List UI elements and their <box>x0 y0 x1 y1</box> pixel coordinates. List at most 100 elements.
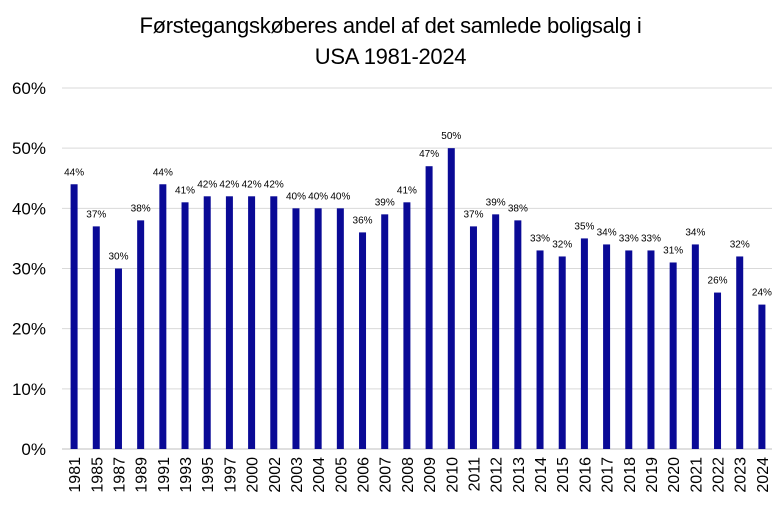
bar <box>669 262 677 449</box>
y-tick-label: 40% <box>12 199 46 218</box>
data-label: 42% <box>219 179 239 190</box>
data-label: 38% <box>508 203 528 214</box>
bar <box>714 292 722 449</box>
chart-title: Førstegangskøberes andel af det samlede … <box>0 10 781 72</box>
x-tick-label: 2010 <box>444 457 461 493</box>
bar <box>536 250 544 449</box>
data-label: 30% <box>108 252 128 263</box>
x-axis-labels: 1981 1985 1987 1989 1991 1993 1995 1997 2000 2002… <box>67 457 772 493</box>
x-tick-label: 2019 <box>644 457 661 493</box>
bar <box>92 226 100 449</box>
data-label: 41% <box>397 185 417 196</box>
data-label: 38% <box>131 203 151 214</box>
x-tick-label: 2008 <box>400 457 417 493</box>
data-label: 31% <box>663 245 683 256</box>
data-label: 37% <box>86 209 106 220</box>
x-tick-label: 1985 <box>89 457 106 493</box>
data-label: 44% <box>64 167 84 178</box>
y-tick-label: 0% <box>21 440 46 459</box>
bar <box>336 208 344 449</box>
bar <box>248 196 256 449</box>
x-tick-label: 1997 <box>222 457 239 493</box>
x-tick-label: 2005 <box>333 457 350 493</box>
y-axis-ticks: 0% 10% 20% 30% 40% 50% 60% <box>12 79 46 459</box>
bar <box>625 250 633 449</box>
data-label: 39% <box>375 197 395 208</box>
data-label: 32% <box>730 239 750 250</box>
x-tick-label: 1981 <box>67 457 84 493</box>
chart-title-line-1: Førstegangskøberes andel af det samlede … <box>139 13 642 38</box>
x-tick-label: 2000 <box>245 457 262 493</box>
y-tick-label: 10% <box>12 380 46 399</box>
data-label: 37% <box>463 209 483 220</box>
x-tick-label: 2002 <box>267 457 284 493</box>
data-label: 35% <box>574 221 594 232</box>
y-tick-label: 60% <box>12 79 46 98</box>
x-tick-label: 1995 <box>200 457 217 493</box>
bar <box>381 214 389 449</box>
data-label: 44% <box>153 167 173 178</box>
data-label: 24% <box>752 288 772 299</box>
data-label: 50% <box>441 131 461 142</box>
x-tick-label: 2014 <box>533 457 550 493</box>
x-tick-label: 2021 <box>688 457 705 493</box>
bar <box>558 256 566 449</box>
data-label: 36% <box>353 215 373 226</box>
bar <box>270 196 278 449</box>
x-tick-label: 2020 <box>666 457 683 493</box>
chart-title-line-2: USA 1981-2024 <box>314 44 467 69</box>
data-label: 34% <box>685 227 705 238</box>
bar <box>603 244 611 449</box>
data-label: 34% <box>597 227 617 238</box>
bars <box>70 148 766 449</box>
bar <box>736 256 744 449</box>
bar <box>691 244 699 449</box>
bar <box>181 202 189 449</box>
x-tick-label: 2016 <box>577 457 594 493</box>
x-tick-label: 2011 <box>466 457 483 492</box>
data-label: 26% <box>708 276 728 287</box>
x-tick-label: 2022 <box>711 457 728 493</box>
bar <box>114 268 122 449</box>
data-label: 42% <box>197 179 217 190</box>
y-tick-label: 20% <box>12 320 46 339</box>
data-label: 33% <box>619 233 639 244</box>
x-tick-label: 2023 <box>733 457 750 493</box>
x-tick-label: 2007 <box>378 457 395 493</box>
y-tick-label: 50% <box>12 139 46 158</box>
bar <box>225 196 233 449</box>
bar <box>159 184 167 449</box>
data-label: 33% <box>530 233 550 244</box>
x-tick-label: 2004 <box>311 457 328 493</box>
x-tick-label: 2024 <box>755 457 772 493</box>
x-tick-label: 1989 <box>134 457 151 493</box>
bar <box>137 220 145 449</box>
data-label: 33% <box>641 233 661 244</box>
x-tick-label: 2013 <box>511 457 528 493</box>
y-tick-label: 30% <box>12 260 46 279</box>
x-tick-label: 1993 <box>178 457 195 493</box>
data-label: 47% <box>419 149 439 160</box>
bar <box>447 148 455 449</box>
bar <box>514 220 522 449</box>
data-label: 39% <box>486 197 506 208</box>
x-tick-label: 1987 <box>111 457 128 493</box>
x-tick-label: 2009 <box>422 457 439 493</box>
x-tick-label: 2003 <box>289 457 306 493</box>
x-tick-label: 2006 <box>356 457 373 493</box>
bar <box>70 184 78 449</box>
data-label: 32% <box>552 239 572 250</box>
data-label: 40% <box>286 191 306 202</box>
x-tick-label: 2012 <box>489 457 506 493</box>
bar <box>359 232 367 449</box>
gridlines <box>62 87 772 450</box>
bar <box>758 304 766 449</box>
bar <box>647 250 655 449</box>
bar <box>580 238 588 449</box>
x-tick-label: 2018 <box>622 457 639 493</box>
bar <box>469 226 477 449</box>
data-label: 42% <box>242 179 262 190</box>
bar <box>492 214 500 449</box>
bar <box>314 208 322 449</box>
